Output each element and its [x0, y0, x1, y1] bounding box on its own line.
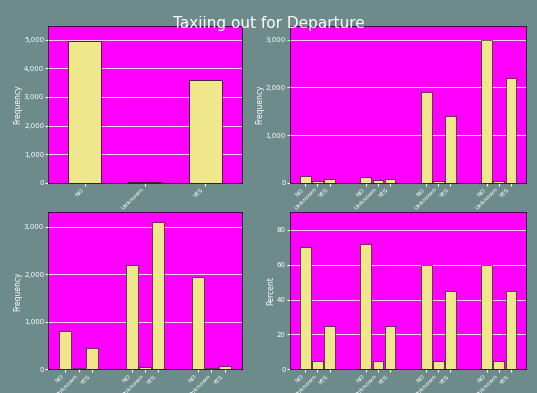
- Bar: [300, 247, 311, 369]
- Bar: [324, 326, 335, 369]
- Bar: [494, 181, 504, 183]
- Bar: [312, 361, 323, 369]
- Bar: [384, 326, 395, 369]
- Bar: [139, 367, 151, 369]
- Bar: [421, 92, 432, 183]
- Bar: [312, 181, 323, 183]
- Bar: [153, 222, 164, 369]
- Bar: [68, 41, 101, 183]
- Text: C: C: [436, 217, 441, 226]
- Y-axis label: Percent: Percent: [266, 276, 275, 305]
- Text: D: D: [496, 217, 502, 226]
- Y-axis label: Frequency: Frequency: [255, 84, 264, 124]
- Bar: [189, 80, 222, 183]
- Bar: [219, 365, 230, 369]
- Text: B: B: [375, 217, 380, 226]
- Bar: [360, 244, 371, 369]
- Bar: [433, 181, 444, 183]
- Bar: [300, 176, 311, 183]
- Bar: [481, 40, 492, 183]
- Bar: [505, 78, 516, 183]
- Bar: [192, 277, 204, 369]
- Bar: [128, 182, 162, 183]
- Bar: [373, 180, 383, 183]
- Bar: [60, 331, 71, 369]
- Bar: [445, 291, 456, 369]
- Bar: [445, 116, 456, 183]
- Bar: [494, 361, 504, 369]
- Text: A: A: [315, 217, 320, 226]
- Bar: [481, 264, 492, 369]
- Bar: [86, 348, 98, 369]
- Bar: [421, 264, 432, 369]
- Y-axis label: Frequency: Frequency: [13, 271, 23, 310]
- Bar: [324, 179, 335, 183]
- Bar: [384, 179, 395, 183]
- Text: Taxiing out for Departure: Taxiing out for Departure: [172, 16, 365, 31]
- Bar: [360, 176, 371, 183]
- Bar: [126, 264, 137, 369]
- Y-axis label: Frequency: Frequency: [13, 84, 23, 124]
- Bar: [505, 291, 516, 369]
- Bar: [433, 361, 444, 369]
- Bar: [373, 361, 383, 369]
